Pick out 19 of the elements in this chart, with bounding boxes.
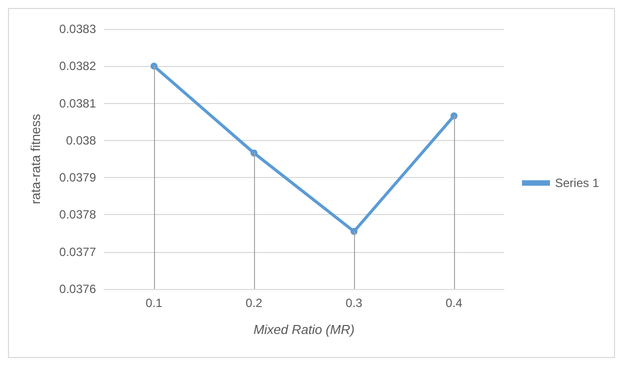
x-tick-label: 0.3 <box>346 296 363 310</box>
y-tick-label: 0.0381 <box>59 96 96 110</box>
x-tick-label: 0.4 <box>446 296 463 310</box>
point <box>450 112 458 120</box>
y-tick-label: 0.038 <box>66 133 96 148</box>
point <box>350 228 358 235</box>
y-tick-label: 0.0378 <box>59 208 96 222</box>
x-tick-label: 0.1 <box>146 296 163 310</box>
x-axis-title: Mixed Ratio (MR) <box>253 322 355 337</box>
x-tick-label: 0.2 <box>246 296 263 310</box>
y-tick-label: 0.0377 <box>59 244 96 259</box>
y-tick-label: 0.0376 <box>59 282 96 296</box>
legend-label: Series 1 <box>554 176 600 190</box>
y-axis-title: rata-rata fitness <box>28 113 43 204</box>
y-tick-label: 0.0382 <box>59 59 96 74</box>
y-tick-label: 0.0379 <box>59 170 96 185</box>
y-tick-label: 0.0383 <box>59 22 96 36</box>
point <box>150 62 158 70</box>
point <box>250 150 258 157</box>
